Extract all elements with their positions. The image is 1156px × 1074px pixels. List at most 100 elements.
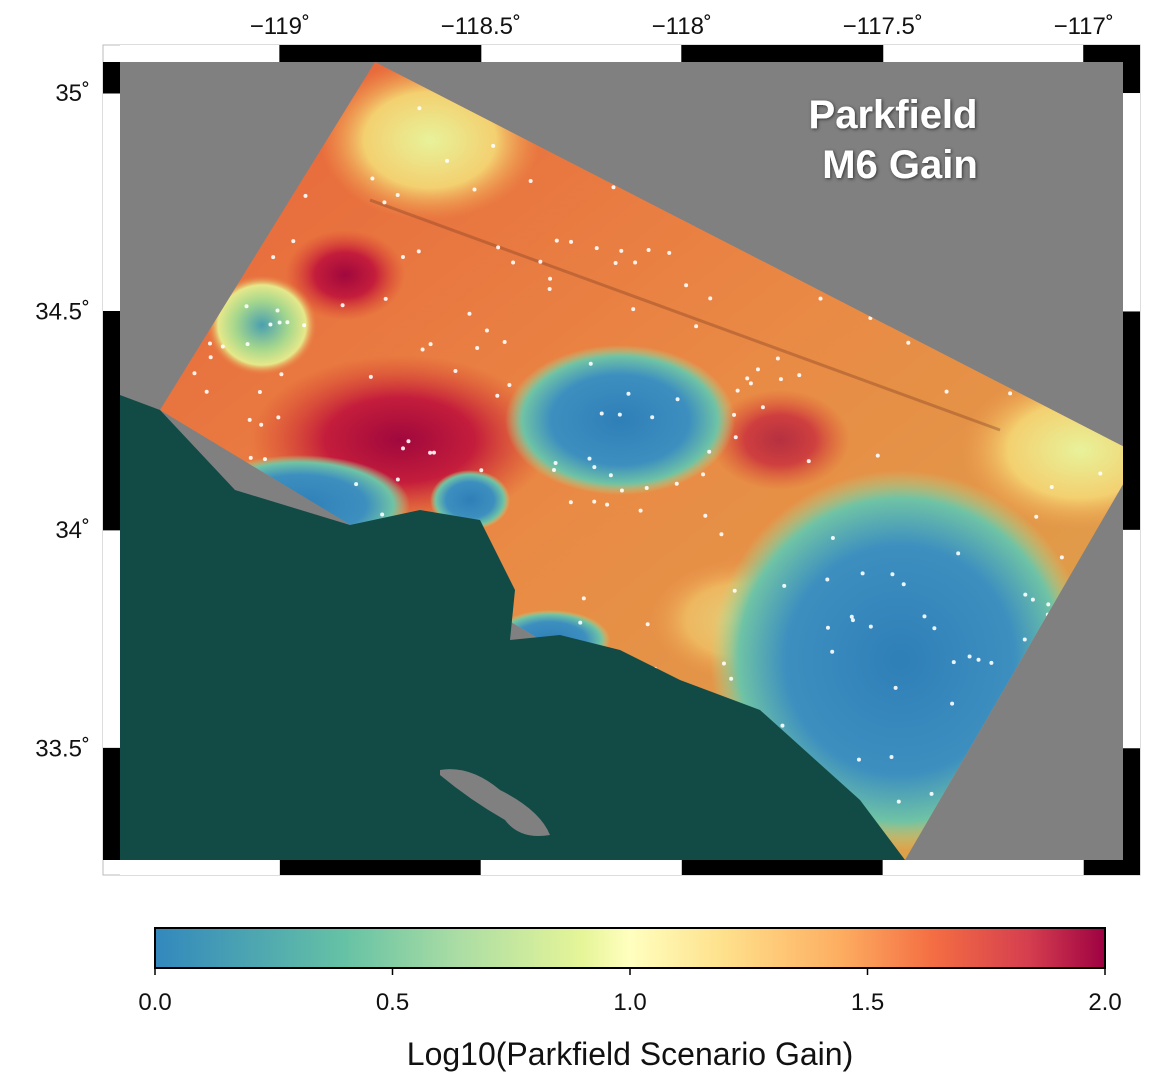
station [761, 405, 765, 409]
station [676, 397, 680, 401]
station [554, 461, 558, 465]
station [647, 248, 651, 252]
station [719, 532, 723, 536]
station [445, 159, 449, 163]
station [807, 459, 811, 463]
station [369, 375, 373, 379]
station [396, 193, 400, 197]
station [548, 287, 552, 291]
station [675, 482, 679, 486]
station [276, 415, 280, 419]
station [626, 392, 630, 396]
station [620, 488, 624, 492]
station [831, 536, 835, 540]
station [897, 800, 901, 804]
station [684, 283, 688, 287]
frame-segment [883, 860, 1084, 875]
station [734, 435, 738, 439]
colorbar-tick-label: 1.5 [851, 989, 884, 1016]
station [861, 571, 865, 575]
station [246, 342, 250, 346]
frame-segment [103, 62, 120, 93]
station [776, 356, 780, 360]
station [1034, 515, 1038, 519]
frame-segment [103, 530, 120, 748]
frame-segment [280, 45, 481, 62]
station [819, 297, 823, 301]
station [645, 486, 649, 490]
station [475, 346, 479, 350]
station [694, 324, 698, 328]
station [278, 321, 282, 325]
station [729, 677, 733, 681]
station [850, 615, 854, 619]
frame-segment [103, 748, 120, 860]
station [779, 377, 783, 381]
station [1098, 472, 1102, 476]
frame-segment [103, 311, 120, 529]
station [587, 457, 591, 461]
station [279, 372, 283, 376]
station [511, 260, 515, 264]
station [930, 792, 934, 796]
station [1046, 602, 1050, 606]
station [977, 658, 981, 662]
station [619, 249, 623, 253]
station [825, 578, 829, 582]
station [417, 249, 421, 253]
map-title: Parkfield [809, 93, 978, 137]
x-tick-label: −117.5˚ [843, 13, 923, 40]
frame-segment [1123, 530, 1140, 748]
frame-segment [481, 45, 682, 62]
station [595, 246, 599, 250]
station [401, 255, 405, 259]
station [569, 500, 573, 504]
station [285, 320, 289, 324]
station [249, 456, 253, 460]
station [932, 626, 936, 630]
station [890, 755, 894, 759]
station [485, 328, 489, 332]
station [421, 348, 425, 352]
station [271, 255, 275, 259]
frame-segment [1123, 62, 1140, 93]
station [496, 245, 500, 249]
station [701, 472, 705, 476]
station [797, 373, 801, 377]
station [221, 345, 225, 349]
x-tick-label: −117˚ [1054, 13, 1114, 40]
station [989, 661, 993, 665]
station [589, 362, 593, 366]
station [745, 376, 749, 380]
station [890, 572, 894, 576]
frame-segment [883, 45, 1084, 62]
station [291, 239, 295, 243]
frame-segment [103, 93, 120, 311]
station [894, 686, 898, 690]
station [428, 451, 432, 455]
station [902, 582, 906, 586]
frame-segment [1123, 748, 1140, 860]
colorbar-label: Log10(Parkfield Scenario Gain) [407, 1036, 853, 1072]
station [479, 468, 483, 472]
station [1008, 391, 1012, 395]
colorbar-tick-label: 1.0 [613, 989, 646, 1016]
station [569, 240, 573, 244]
map-title: M6 Gain [822, 143, 978, 187]
station [826, 626, 830, 630]
station [614, 261, 618, 265]
station [631, 307, 635, 311]
station [906, 341, 910, 345]
station [192, 371, 196, 375]
station [245, 304, 249, 308]
station [756, 367, 760, 371]
frame-segment [120, 860, 280, 875]
station [600, 411, 604, 415]
station [248, 418, 252, 422]
station [650, 415, 654, 419]
station [341, 303, 345, 307]
station [302, 323, 306, 327]
station [1023, 593, 1027, 597]
station [605, 503, 609, 507]
station [956, 551, 960, 555]
